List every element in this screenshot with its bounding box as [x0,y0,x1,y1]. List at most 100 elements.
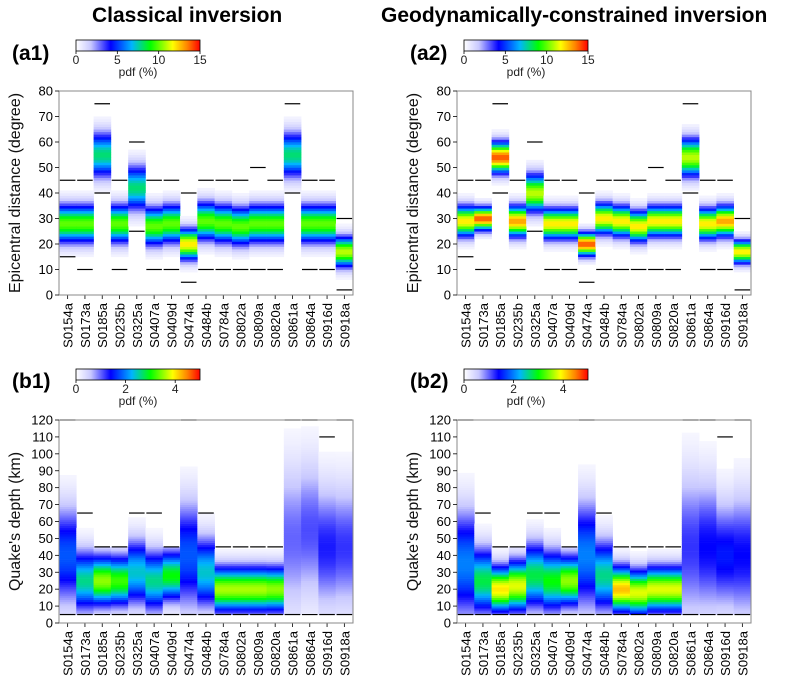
heatmap-cell-S0154a [59,599,77,603]
heatmap-cell-S0474a [180,487,198,491]
heatmap-cell-S0474a [180,502,198,505]
heatmap-cell-S0864a [699,568,717,571]
heatmap-cell-S0173a [474,593,492,596]
heatmap-cell-S0235b [110,203,129,207]
heatmap-cell-S0484b [595,570,613,573]
heatmap-cell-S0918a [733,519,752,522]
heatmap-cell-S0173a [76,612,94,615]
heatmap-cell-S0474a [578,244,596,247]
heatmap-cell-S0918a [335,508,354,512]
heatmap-cell-S0474a [180,269,198,273]
heatmap-cell-S0864a [301,561,319,565]
x-tick-label: S0484b [199,631,214,676]
heatmap-cell-S0916d [318,561,336,565]
heatmap-cell-S0802a [629,599,648,603]
heatmap-cell-S0918a [733,479,752,482]
heatmap-cell-S0173a [474,563,492,567]
heatmap-cell-S0861a [283,597,302,601]
heatmap-cell-S0802a [231,599,250,603]
heatmap-cell-S0474a [180,523,198,527]
x-tick-label: S0409d [164,303,179,348]
heatmap-cell-S0864a [699,572,717,575]
heatmap-cell-S0809a [249,599,267,603]
heatmap-cell-S0409d [162,231,181,235]
heatmap-cell-S0407a [145,238,164,242]
heatmap-cell-S0820a [266,559,285,562]
heatmap-cell-S0173a [474,553,492,556]
heatmap-cell-S0154a [59,233,77,237]
heatmap-cell-S0235b [508,195,527,199]
x-tick-label: S0409d [562,303,577,348]
heatmap-cell-S0173a [76,597,94,601]
heatmap-cell-S0409d [162,195,181,199]
heatmap-cell-S0809a [249,208,267,212]
heatmap-cell-S0484b [197,561,215,565]
heatmap-cell-S0820a [266,612,285,615]
heatmap-cell-S0325a [128,218,146,222]
heatmap-cell-S0173a [474,589,492,592]
heatmap-cell-S0861a [681,487,700,491]
heatmap-cell-S0784a [214,241,233,245]
heatmap-cell-S0173a [474,218,492,222]
heatmap-cell-S0809a [647,213,665,217]
heatmap-cell-S0173a [474,527,492,531]
heatmap-cell-S0861a [283,172,302,176]
heatmap-cell-S0864a [699,557,717,560]
heatmap-cell-S0173a [474,574,492,577]
heatmap-cell-S0861a [283,464,302,467]
colorbar-tick-label: 15 [193,53,207,67]
heatmap-cell-S0235b [508,551,527,554]
heatmap-cell-S0325a [526,215,544,219]
heatmap-cell-S0484b [595,236,613,240]
heatmap-cell-S0154a [59,498,77,501]
heatmap-cell-S0802a [629,246,648,250]
heatmap-cell-S0820a [664,553,683,556]
heatmap-cell-S0185a [491,599,510,603]
heatmap-cell-S0864a [699,208,717,212]
heatmap-cell-S0918a [335,570,354,573]
heatmap-cell-S0154a [457,527,475,531]
heatmap-cell-S0864a [699,542,717,546]
heatmap-cell-S0916d [318,208,336,212]
heatmap-cell-S0484b [197,195,215,199]
heatmap-cell-S0154a [59,576,77,579]
heatmap-cell-S0474a [578,508,596,512]
heatmap-cell-S0409d [162,591,181,594]
heatmap-cell-S0325a [526,195,544,199]
heatmap-cell-S0916d [716,544,734,548]
heatmap-cell-S0484b [197,584,215,588]
heatmap-cell-S0474a [180,494,198,497]
heatmap-cell-S0864a [301,203,319,207]
heatmap-cell-S0484b [595,587,613,590]
heatmap-cell-S0820a [266,210,285,214]
heatmap-cell-S0474a [578,500,596,503]
heatmap-cell-S0474a [180,218,198,222]
heatmap-cell-S0407a [145,553,164,556]
heatmap-cell-S0820a [664,572,683,575]
y-axis-label: Epicentral distance (degree) [405,93,422,293]
heatmap-cell-S0918a [335,254,354,258]
heatmap-cell-S0861a [681,443,700,446]
heatmap-cell-S0484b [595,534,613,537]
x-tick-label: S0809a [649,302,664,348]
heatmap-cell-S0802a [629,551,648,554]
heatmap-cell-S0407a [145,241,164,245]
heatmap-cell-S0784a [214,587,233,590]
heatmap-cell-S0809a [249,241,267,245]
heatmap-cell-S0474a [578,472,596,476]
heatmap-cell-S0325a [128,205,146,209]
heatmap-cell-S0185a [93,119,112,122]
heatmap-cell-S0325a [128,584,146,588]
heatmap-cell-S0802a [231,563,250,567]
heatmap-cell-S0409d [162,568,181,571]
heatmap-cell-S0484b [197,610,215,613]
heatmap-cell-S0809a [249,551,267,554]
heatmap-cell-S0916d [716,599,734,603]
heatmap-cell-S0325a [128,195,146,199]
heatmap-cell-S0474a [578,513,596,516]
heatmap-cell-S0802a [629,208,648,212]
heatmap-cell-S0235b [508,582,527,586]
heatmap-cell-S0235b [110,559,129,562]
heatmap-cell-S0809a [249,198,267,201]
heatmap-cell-S0185a [93,587,112,590]
